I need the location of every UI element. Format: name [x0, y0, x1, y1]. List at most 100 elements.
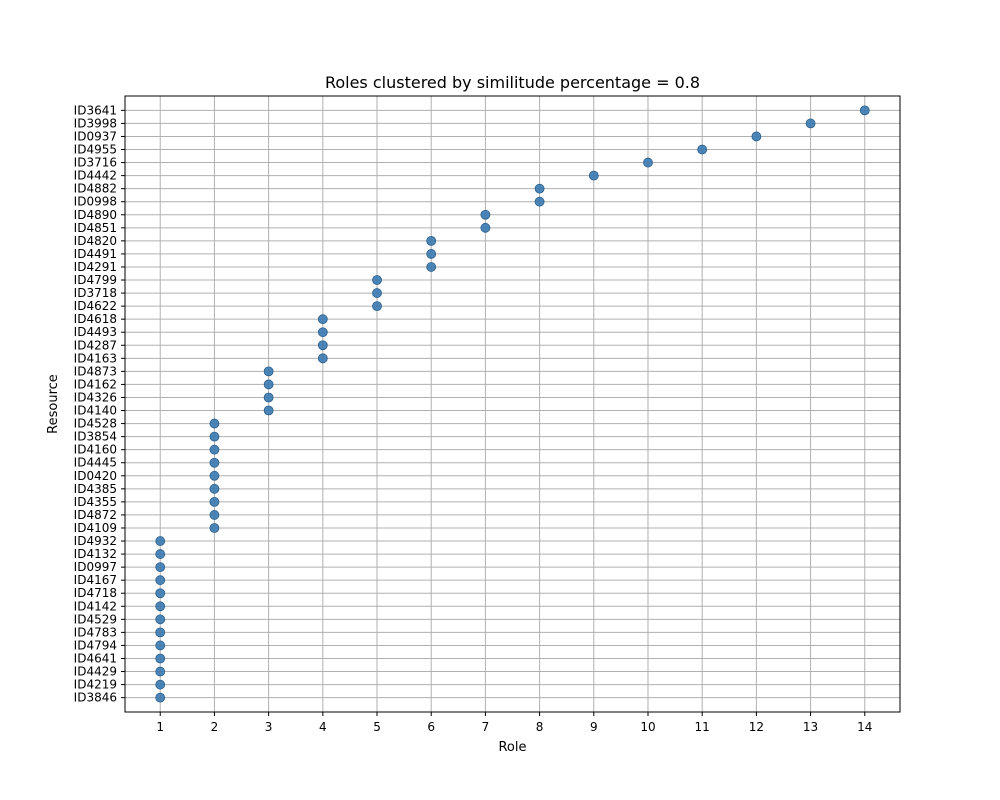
- y-tick-label: ID4851: [74, 221, 117, 235]
- data-point: [155, 627, 166, 638]
- y-tick-label: ID4291: [74, 260, 117, 274]
- data-point: [155, 640, 166, 651]
- data-point: [155, 575, 166, 586]
- x-tick-label: 5: [373, 720, 381, 734]
- y-tick-label: ID4132: [74, 547, 117, 561]
- y-tick-label: ID0998: [74, 195, 117, 209]
- data-point: [209, 431, 220, 442]
- y-tick-label: ID4163: [74, 351, 117, 365]
- plot-frame: [124, 95, 901, 713]
- chart-title: Roles clustered by similitude percentage…: [325, 73, 700, 92]
- x-tick-label: 12: [749, 720, 764, 734]
- y-tick-label: ID4140: [74, 404, 117, 418]
- y-tick-label: ID4219: [74, 678, 117, 692]
- data-point: [588, 170, 599, 181]
- y-tick-label: ID4932: [74, 534, 117, 548]
- y-tick-label: ID3998: [74, 116, 117, 130]
- y-tick-label: ID4162: [74, 377, 117, 391]
- x-tick-label: 7: [482, 720, 490, 734]
- y-tick-label: ID4109: [74, 521, 117, 535]
- y-tick-label: ID4528: [74, 417, 117, 431]
- data-point: [155, 562, 166, 573]
- data-point: [155, 692, 166, 703]
- y-tick-label: ID4287: [74, 338, 117, 352]
- y-tick-label: ID4783: [74, 625, 117, 639]
- data-point: [209, 510, 220, 520]
- data-point: [155, 614, 166, 625]
- x-tick-label: 9: [590, 720, 598, 734]
- data-point: [317, 340, 328, 351]
- x-tick-label: 4: [319, 720, 327, 734]
- y-tick-label: ID4794: [74, 638, 117, 652]
- data-point: [155, 588, 166, 599]
- y-tick-label: ID3854: [74, 430, 117, 444]
- y-tick-label: ID3641: [74, 103, 117, 117]
- data-point: [155, 653, 166, 664]
- data-point: [209, 418, 220, 429]
- data-point: [805, 118, 816, 129]
- y-tick-label: ID0420: [74, 469, 117, 483]
- x-tick-label: 1: [156, 720, 164, 734]
- y-tick-label: ID3718: [74, 286, 117, 300]
- data-point: [155, 601, 166, 612]
- x-tick-label: 13: [803, 720, 818, 734]
- x-tick-label: 14: [857, 720, 872, 734]
- y-tick-label: ID4385: [74, 482, 117, 496]
- y-tick-label: ID4167: [74, 573, 117, 587]
- data-point: [643, 157, 653, 168]
- y-tick-label: ID4882: [74, 182, 117, 196]
- data-point: [209, 496, 220, 507]
- y-tick-label: ID4326: [74, 390, 117, 404]
- y-tick-label: ID4491: [74, 247, 117, 261]
- data-point: [209, 483, 220, 494]
- y-tick-label: ID4493: [74, 325, 117, 339]
- data-point: [426, 249, 437, 259]
- data-point: [534, 196, 545, 207]
- data-point: [372, 288, 382, 298]
- data-point: [209, 523, 220, 533]
- data-point: [155, 679, 166, 690]
- y-tick-label: ID3716: [74, 156, 117, 170]
- data-point: [263, 366, 274, 377]
- data-point: [209, 444, 220, 455]
- y-tick-label: ID0997: [74, 560, 117, 574]
- x-tick-label: 8: [536, 720, 544, 734]
- y-tick-label: ID4890: [74, 208, 117, 222]
- data-point: [697, 144, 708, 155]
- y-tick-label: ID4872: [74, 508, 117, 522]
- y-tick-label: ID4142: [74, 599, 117, 613]
- data-point: [263, 379, 274, 390]
- data-point: [155, 536, 166, 546]
- data-point: [480, 222, 491, 233]
- y-tick-label: ID3846: [74, 691, 117, 705]
- data-point: [426, 235, 437, 246]
- x-axis-title: Role: [498, 740, 526, 755]
- data-point: [209, 457, 220, 468]
- data-point: [155, 666, 166, 677]
- y-tick-label: ID4622: [74, 299, 117, 313]
- y-tick-label: ID4820: [74, 234, 117, 248]
- data-point: [317, 353, 328, 364]
- y-tick-label: ID4529: [74, 612, 117, 626]
- data-point: [751, 131, 762, 142]
- y-tick-label: ID4442: [74, 169, 117, 183]
- data-point: [317, 314, 328, 325]
- data-point: [372, 275, 382, 285]
- data-point: [155, 549, 166, 559]
- x-tick-label: 10: [640, 720, 655, 734]
- y-tick-label: ID0937: [74, 129, 117, 143]
- x-tick-label: 3: [265, 720, 273, 734]
- data-points: [155, 105, 870, 703]
- y-tick-label: ID4618: [74, 312, 117, 326]
- grid: [125, 96, 900, 712]
- y-tick-label: ID4955: [74, 143, 117, 157]
- x-tick-label: 11: [695, 720, 710, 734]
- data-point: [859, 105, 870, 116]
- data-point: [263, 405, 274, 416]
- x-axis-ticks: 1 2 3 4 5 6 7 8 9 10 11 12 13 14: [156, 712, 872, 734]
- data-point: [209, 470, 220, 481]
- data-point: [317, 327, 328, 338]
- y-axis-ticks: ID3846ID4219ID4429ID4641ID4794ID4783ID45…: [74, 103, 125, 705]
